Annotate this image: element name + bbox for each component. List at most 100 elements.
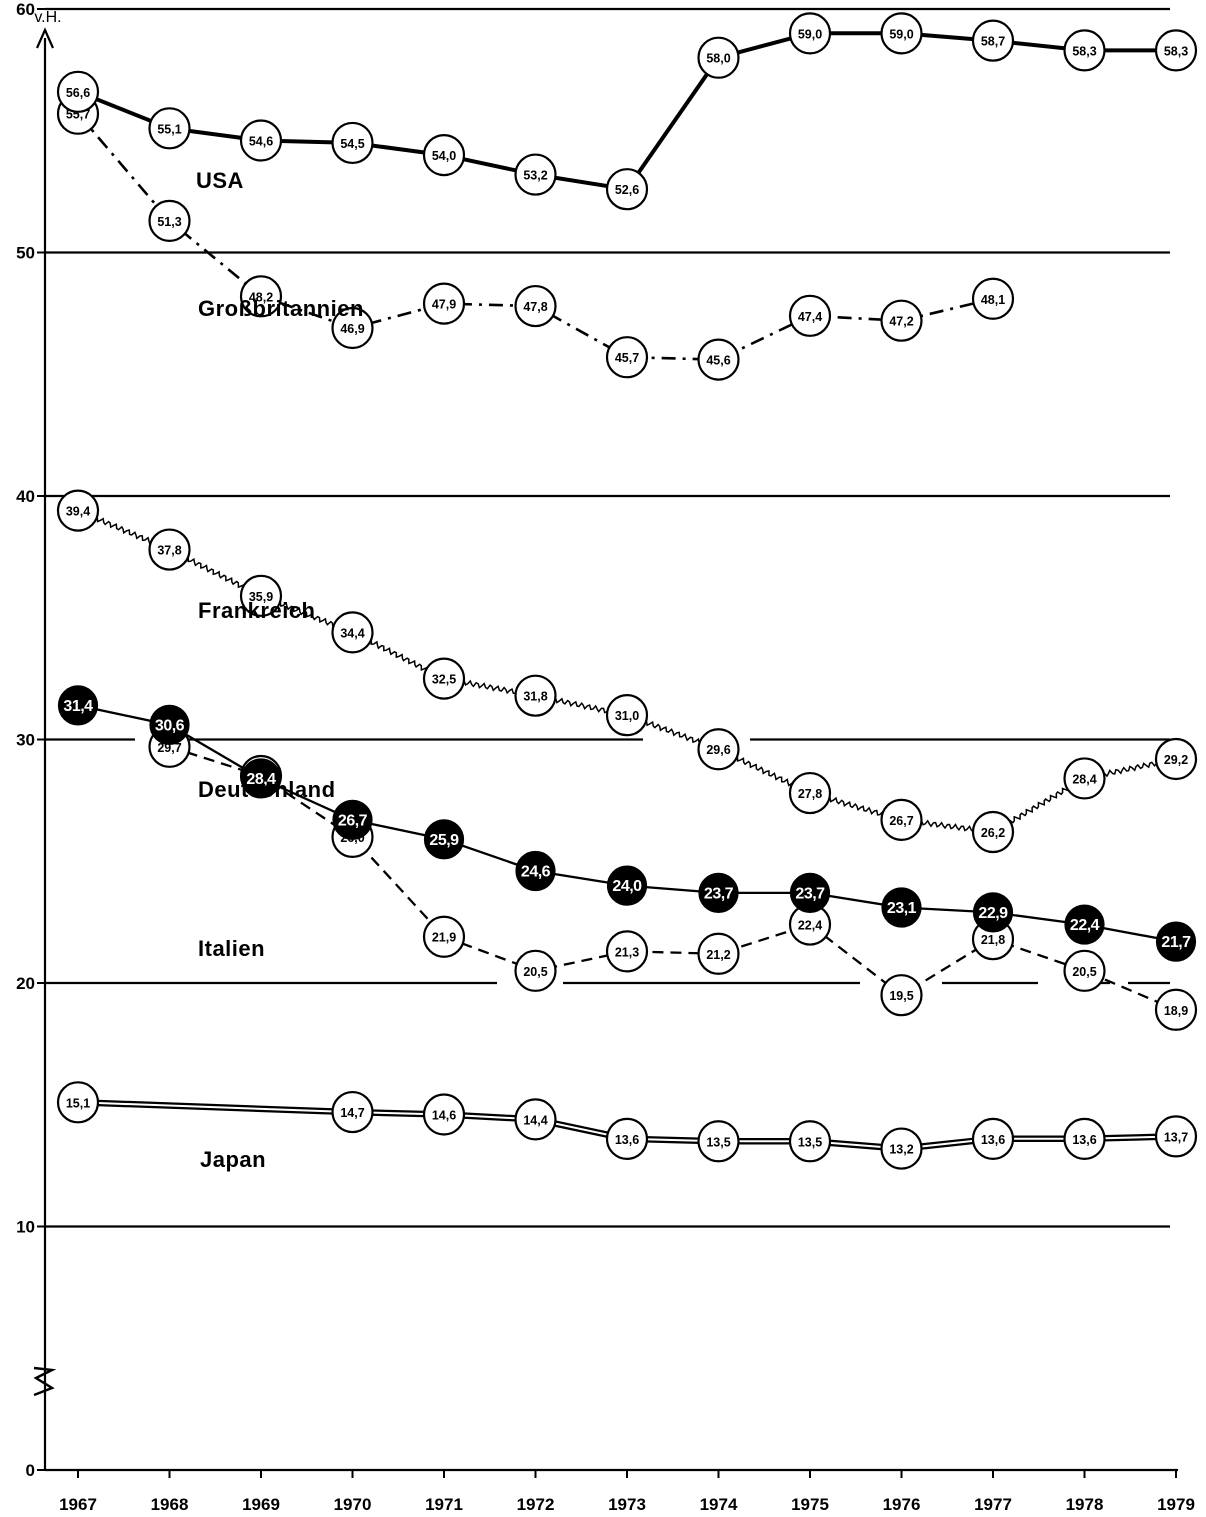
data-point-label: 28,4 <box>1072 772 1096 786</box>
data-point-marker <box>331 1090 374 1134</box>
data-point-marker <box>148 528 191 571</box>
data-point-marker <box>788 1120 832 1163</box>
axes: 0 10 20 30 40 50 60 v.H. 1967 1968 1969 1970 1971 197… <box>16 0 1195 1514</box>
data-point-japan: 13,6 <box>605 1117 649 1160</box>
data-point-label: 29,6 <box>706 743 730 757</box>
data-point-label: 46,9 <box>340 322 364 336</box>
data-point-marker <box>422 915 466 958</box>
data-point-label: 13,2 <box>889 1143 913 1157</box>
data-point-label: 24,6 <box>521 863 551 880</box>
series-label-großbritannien: Großbritannien <box>198 296 364 321</box>
data-point-marker <box>880 798 923 841</box>
data-point-deutschland: 28,4 <box>240 758 282 799</box>
data-point-label: 26,7 <box>889 814 913 828</box>
data-point-label: 45,6 <box>706 354 730 368</box>
data-point-marker <box>1063 29 1106 72</box>
data-point-deutschland: 31,4 <box>57 685 99 726</box>
data-point-label: 15,1 <box>66 1096 90 1110</box>
data-point-label: 21,7 <box>1161 934 1191 951</box>
data-point-label: 22,9 <box>978 905 1008 922</box>
y-tick-label: 20 <box>16 974 35 993</box>
data-point-frankreich: 34,4 <box>331 611 374 654</box>
data-point-marker <box>1155 921 1197 962</box>
data-point-label: 23,7 <box>704 885 734 902</box>
data-point-japan: 13,5 <box>697 1120 740 1163</box>
data-point-italien: 20,5 <box>514 949 557 992</box>
data-point-frankreich: 31,8 <box>514 674 557 717</box>
data-point-deutschland: 30,6 <box>149 704 190 745</box>
data-point-marker <box>1154 29 1198 72</box>
data-point-usa: 58,7 <box>971 19 1015 62</box>
data-point-label: 21,3 <box>615 945 639 959</box>
data-point-label: 21,8 <box>981 933 1005 947</box>
data-point-japan: 13,2 <box>880 1127 923 1170</box>
data-point-marker <box>422 134 466 177</box>
data-point-italien: 20,5 <box>1063 949 1106 992</box>
data-point-usa: 58,3 <box>1063 29 1106 72</box>
data-point-marker <box>697 338 740 381</box>
data-point-label: 14,4 <box>523 1113 547 1127</box>
axis-break-icon <box>33 1366 57 1397</box>
data-point-usa: 58,3 <box>1154 29 1198 72</box>
data-point-marker <box>1064 904 1105 945</box>
data-point-label: 31,8 <box>523 690 547 704</box>
data-point-marker <box>514 284 557 328</box>
data-point-marker <box>788 294 832 337</box>
series-label-deutschland: Deutschland <box>198 777 336 802</box>
data-point-italien: 19,5 <box>880 974 923 1017</box>
data-point-label: 28,4 <box>246 771 276 788</box>
data-point-frankreich: 31,0 <box>605 694 649 737</box>
data-point-japan: 13,6 <box>971 1117 1015 1160</box>
data-point-label: 48,1 <box>981 293 1005 307</box>
data-point-frankreich: 39,4 <box>56 489 100 532</box>
data-point-label: 29,2 <box>1164 753 1188 767</box>
data-point-usa: 54,0 <box>422 134 466 177</box>
y-tick-label: 0 <box>26 1461 35 1480</box>
data-point-großbritannien: 46,9 <box>331 306 374 350</box>
data-point-label: 56,6 <box>66 86 90 100</box>
data-point-italien: 21,2 <box>697 932 740 975</box>
data-point-frankreich: 28,4 <box>1063 757 1106 800</box>
data-point-marker <box>149 704 190 745</box>
data-point-marker <box>605 1117 649 1160</box>
data-point-marker <box>514 674 557 717</box>
data-markers: 55,751,348,246,947,9 47,845,7 45,647,4 47,2… <box>56 12 1198 1170</box>
data-point-label: 34,4 <box>340 626 364 640</box>
data-point-marker <box>515 850 556 892</box>
series-line-usa <box>77 31 1176 192</box>
data-point-großbritannien: 48,2 <box>239 275 283 318</box>
data-point-label: 13,5 <box>706 1135 730 1149</box>
data-point-marker <box>606 865 648 906</box>
data-point-marker <box>514 949 557 992</box>
data-point-marker <box>697 1120 740 1163</box>
data-point-marker <box>422 1093 466 1136</box>
gridlines <box>45 7 1170 1228</box>
x-tick-label: 1974 <box>700 1495 738 1514</box>
data-point-usa: 54,5 <box>331 121 374 165</box>
data-point-marker <box>56 70 100 113</box>
data-point-frankreich: 29,6 <box>697 728 740 771</box>
data-point-marker <box>605 336 649 379</box>
data-point-label: 13,6 <box>1072 1133 1096 1147</box>
x-tick-label: 1972 <box>517 1495 555 1514</box>
data-point-marker <box>514 153 557 196</box>
data-point-label: 47,8 <box>523 300 547 314</box>
data-point-usa: 59,0 <box>880 12 923 55</box>
data-point-label: 14,6 <box>432 1108 456 1122</box>
data-point-label: 48,2 <box>249 290 273 304</box>
data-point-deutschland: 23,1 <box>881 887 922 928</box>
x-tick-label: 1967 <box>59 1495 97 1514</box>
y-tick-label: 50 <box>16 244 35 263</box>
data-point-label: 58,3 <box>1164 44 1188 58</box>
data-point-usa: 52,6 <box>605 168 649 211</box>
data-point-großbritannien: 47,4 <box>788 294 832 337</box>
data-point-marker <box>331 306 374 350</box>
data-point-marker <box>971 19 1015 62</box>
data-point-italien: 22,4 <box>788 903 832 946</box>
data-point-frankreich: 37,8 <box>148 528 191 571</box>
data-point-marker <box>881 887 922 928</box>
data-point-label: 20,5 <box>523 965 547 979</box>
y-tick-label: 30 <box>16 731 35 750</box>
data-point-usa: 56,6 <box>56 70 100 113</box>
series-line-großbritannien <box>77 112 994 361</box>
